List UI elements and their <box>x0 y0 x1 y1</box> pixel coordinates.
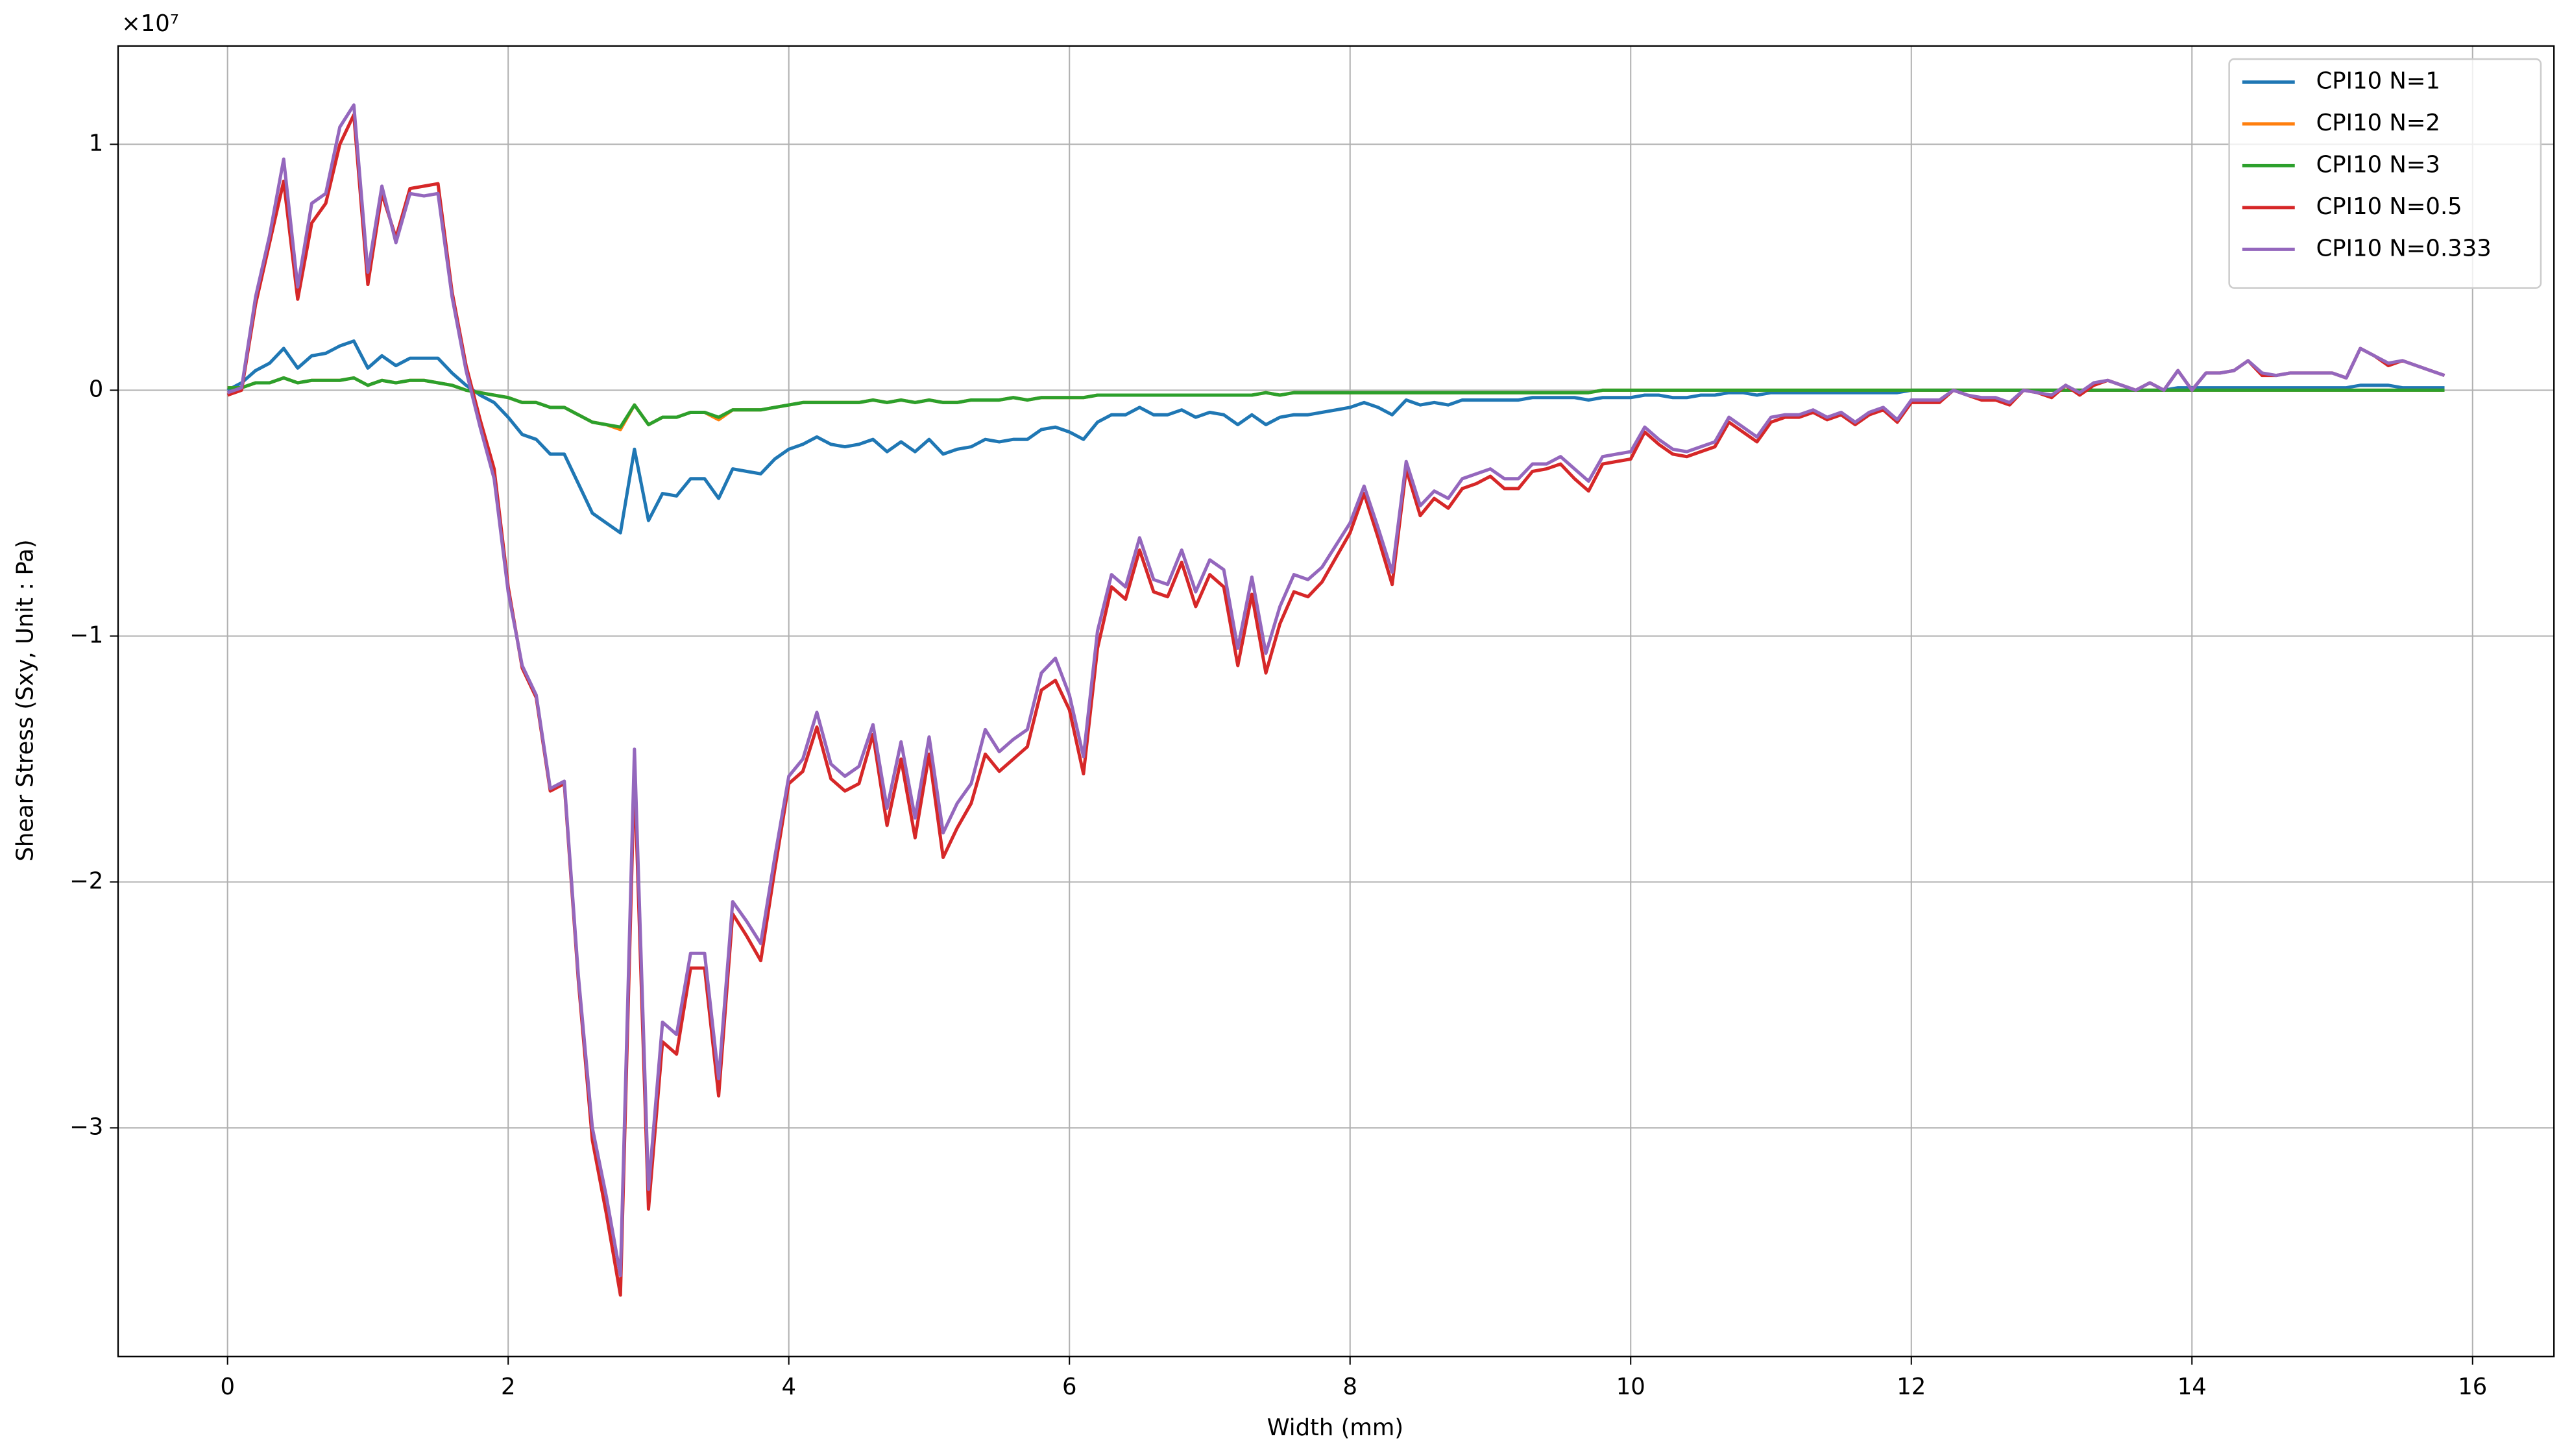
lines <box>226 103 2445 1297</box>
y-offset-label: ×10⁷ <box>121 10 179 37</box>
x-tick-label: 8 <box>1342 1374 1357 1400</box>
legend-label: CPI10 N=1 <box>2316 67 2440 94</box>
x-axis-label: Width (mm) <box>1267 1414 1404 1441</box>
legend-label: CPI10 N=2 <box>2316 110 2440 136</box>
y-tick-label: −2 <box>69 868 103 894</box>
legend-label: CPI10 N=3 <box>2316 151 2440 178</box>
x-tick-label: 12 <box>1897 1374 1926 1400</box>
legend: CPI10 N=1 CPI10 N=2 CPI10 N=3 CPI10 N=0.5 CP… <box>2228 58 2542 289</box>
plot-frame <box>117 45 2555 1357</box>
y-axis-label: Shear Stress (Sxy, Unit : Pa) <box>12 539 38 861</box>
y-tick-label: −1 <box>69 622 103 648</box>
x-tick-label: 16 <box>2458 1374 2487 1400</box>
x-tick-label: 4 <box>781 1374 796 1400</box>
x-tick-label: 10 <box>1616 1374 1645 1400</box>
legend-label: CPI10 N=0.333 <box>2316 235 2492 261</box>
x-tick-label: 14 <box>2178 1374 2207 1400</box>
y-tick-label: −3 <box>69 1113 103 1140</box>
series-line <box>226 103 2445 1278</box>
ticks: 0 2 4 6 8 10 12 14 16 −3 −2 −1 0 1 <box>69 130 2487 1400</box>
x-tick-label: 2 <box>501 1374 516 1400</box>
legend-label: CPI10 N=0.5 <box>2316 193 2462 220</box>
x-tick-label: 6 <box>1062 1374 1077 1400</box>
x-tick-label: 0 <box>220 1374 235 1400</box>
y-tick-label: 0 <box>89 376 104 402</box>
legend-box <box>2228 58 2542 289</box>
y-tick-label: 1 <box>89 130 104 156</box>
